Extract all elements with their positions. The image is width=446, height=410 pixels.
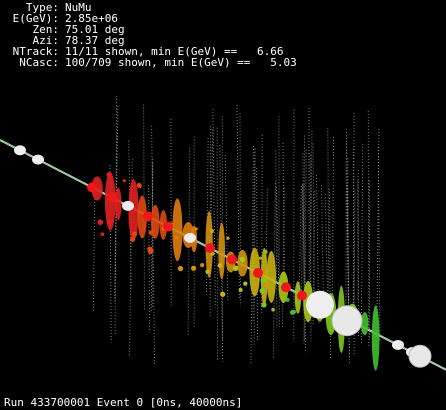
hit — [195, 227, 198, 230]
detector-string — [346, 129, 348, 318]
track-node — [253, 268, 263, 278]
hit — [148, 248, 154, 254]
info-row: NCasc:100/709 shown, min E(GeV) == 5.03 — [4, 57, 297, 68]
hit-cluster — [261, 248, 268, 306]
detector-string — [325, 194, 328, 301]
detector-string — [361, 144, 362, 343]
hit-cluster — [237, 250, 247, 277]
hit — [210, 229, 214, 233]
energy-sphere — [332, 306, 362, 336]
info-value: 100/709 shown, min E(GeV) == 5.03 — [59, 57, 297, 68]
detector-string — [213, 109, 216, 307]
hit — [123, 179, 126, 182]
hit — [132, 232, 137, 237]
info-label: NCasc: — [4, 57, 59, 68]
energy-sphere — [184, 233, 196, 243]
hit-cluster — [372, 305, 380, 370]
hit — [286, 298, 290, 302]
energy-sphere — [122, 201, 134, 211]
detector-string — [313, 144, 314, 309]
detector-string — [368, 111, 369, 347]
hit-cluster — [115, 188, 122, 220]
energy-sphere — [392, 340, 404, 350]
hit — [218, 263, 223, 268]
track-node — [143, 211, 153, 221]
hit — [233, 265, 239, 271]
hit — [243, 281, 247, 285]
track-node — [281, 282, 291, 292]
hit — [98, 219, 104, 225]
detector-string — [377, 129, 379, 337]
hit — [205, 269, 210, 274]
hit — [200, 263, 204, 267]
detector-string — [277, 187, 279, 292]
hit — [130, 237, 135, 242]
hit-cluster — [218, 223, 225, 279]
hit — [101, 232, 105, 236]
detector-string — [328, 128, 329, 318]
hit — [175, 236, 179, 240]
hit — [191, 266, 196, 271]
energy-sphere — [14, 145, 26, 155]
hit — [220, 292, 225, 297]
hit — [260, 288, 266, 294]
hit-cluster — [172, 198, 182, 261]
detector-string — [254, 149, 255, 347]
detector-string — [299, 186, 301, 293]
event-display: Type:NuMuE(GeV):2.85e+06Zen:75.01 degAzi… — [0, 0, 446, 410]
track-node — [163, 222, 173, 232]
detector-string — [282, 188, 284, 329]
track-node — [87, 182, 97, 192]
detector-string — [240, 113, 241, 306]
energy-sphere — [32, 155, 44, 165]
hit — [107, 220, 111, 224]
track-node — [297, 291, 307, 301]
hit — [261, 278, 266, 283]
hit — [226, 237, 229, 240]
footer: Run 433700001 Event 0 [0ns, 40000ns] — [4, 396, 242, 409]
track-node — [227, 254, 237, 264]
detector-string — [346, 143, 347, 307]
energy-sphere — [306, 291, 334, 319]
hit — [259, 257, 262, 260]
hit — [240, 257, 246, 263]
hit — [239, 288, 243, 292]
track-node — [107, 193, 117, 203]
hit — [106, 172, 111, 177]
detector-string — [332, 137, 333, 302]
hit-cluster — [267, 251, 276, 303]
detector-string — [225, 155, 228, 300]
hit — [264, 250, 268, 254]
hit — [261, 302, 266, 307]
detector-string — [149, 185, 150, 333]
hit — [178, 266, 183, 271]
energy-sphere — [409, 345, 431, 367]
detector-string — [378, 147, 380, 340]
detector-string — [276, 151, 277, 328]
hit — [149, 230, 154, 235]
hit — [137, 183, 142, 188]
hit — [271, 308, 275, 312]
hit — [292, 310, 296, 314]
track-node — [205, 243, 215, 253]
detector-string — [321, 185, 323, 298]
